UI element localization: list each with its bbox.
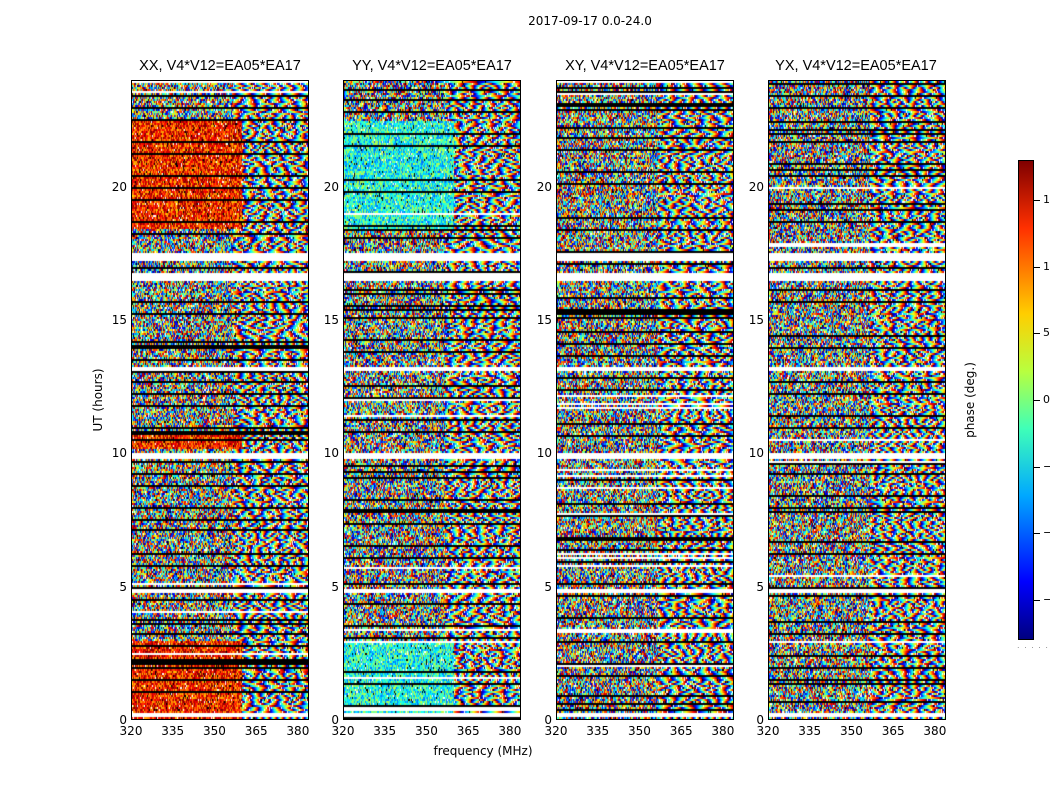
panel-yy bbox=[343, 80, 521, 720]
x-tick-label: 350 bbox=[202, 724, 226, 738]
y-tick-label: 5 bbox=[544, 579, 552, 594]
y-tick-label: 10 bbox=[536, 446, 552, 461]
phase-heatmap-yx bbox=[769, 81, 945, 719]
x-tick-label: 335 bbox=[586, 724, 610, 738]
y-tick-label: 15 bbox=[748, 313, 764, 327]
phase-heatmap-xx bbox=[132, 81, 308, 719]
y-tick-label: 15 bbox=[536, 313, 552, 327]
panel-title-xy: XY, V4*V12=EA05*EA17 bbox=[565, 58, 725, 74]
colorbar-tick-label: −50 bbox=[1043, 459, 1050, 473]
x-tick-label: 320 bbox=[756, 724, 780, 738]
colorbar-label: phase (deg.) bbox=[963, 362, 977, 438]
panel-title-yy: YY, V4*V12=EA05*EA17 bbox=[352, 58, 512, 74]
x-tick-label: 350 bbox=[627, 724, 651, 738]
y-tick-label: 20 bbox=[748, 179, 764, 194]
x-axis-label: frequency (MHz) bbox=[433, 744, 533, 758]
colorbar-tick bbox=[1034, 400, 1040, 401]
y-tick-label: 5 bbox=[331, 579, 339, 594]
y-tick-label: 20 bbox=[536, 179, 552, 194]
y-tick-label: 15 bbox=[323, 313, 339, 327]
y-tick-label: 5 bbox=[119, 579, 127, 594]
colorbar-tick-label: −150 bbox=[1043, 593, 1050, 606]
panel-xy bbox=[556, 80, 734, 720]
x-tick-label: 335 bbox=[161, 724, 185, 738]
panel-yx bbox=[768, 80, 946, 720]
colorbar-tick-label: 0 bbox=[1043, 393, 1050, 406]
x-tick-label: 335 bbox=[373, 724, 397, 738]
y-tick-label: 5 bbox=[756, 579, 764, 594]
colorbar-tick bbox=[1034, 466, 1040, 468]
colorbar-tick-label: 100 bbox=[1043, 259, 1050, 273]
y-axis-label: UT (hours) bbox=[91, 368, 105, 432]
x-tick-label: 365 bbox=[881, 724, 905, 738]
colorbar-tick bbox=[1034, 200, 1040, 201]
y-tick-label: 20 bbox=[111, 179, 127, 194]
y-tick-label: 10 bbox=[111, 446, 127, 461]
x-tick-label: 365 bbox=[456, 724, 480, 738]
colorbar-tick-label: 50 bbox=[1043, 326, 1050, 340]
x-tick-label: 380 bbox=[711, 724, 735, 738]
x-tick-label: 365 bbox=[244, 724, 268, 738]
colorbar-tick bbox=[1034, 600, 1040, 601]
y-tick-label: 0 bbox=[544, 713, 552, 727]
figure-title: 2017-09-17 0.0-24.0 bbox=[528, 14, 652, 28]
y-tick-label: 0 bbox=[756, 713, 764, 727]
colorbar bbox=[1018, 160, 1034, 640]
x-tick-label: 365 bbox=[669, 724, 693, 738]
panel-xx bbox=[131, 80, 309, 720]
colorbar-dots: . . . . . bbox=[1017, 641, 1049, 650]
y-tick-label: 0 bbox=[331, 713, 339, 727]
colorbar-tick bbox=[1034, 533, 1040, 535]
x-tick-label: 320 bbox=[331, 724, 355, 738]
panel-title-yx: YX, V4*V12=EA05*EA17 bbox=[775, 58, 937, 74]
panel-title-xx: XX, V4*V12=EA05*EA17 bbox=[139, 58, 301, 74]
colorbar-tick bbox=[1034, 333, 1040, 335]
phase-heatmap-yy bbox=[344, 81, 520, 719]
x-tick-label: 350 bbox=[414, 724, 438, 738]
y-tick-label: 15 bbox=[111, 313, 127, 327]
x-tick-label: 320 bbox=[119, 724, 143, 738]
x-tick-label: 335 bbox=[798, 724, 822, 738]
y-tick-label: 10 bbox=[323, 446, 339, 461]
x-tick-label: 380 bbox=[923, 724, 947, 738]
x-tick-label: 320 bbox=[544, 724, 568, 738]
y-tick-label: 20 bbox=[323, 179, 339, 194]
y-tick-label: 10 bbox=[748, 446, 764, 461]
y-tick-label: 0 bbox=[119, 713, 127, 727]
colorbar-tick-label: −100 bbox=[1043, 526, 1050, 540]
colorbar-tick-label: 150 bbox=[1043, 193, 1050, 206]
x-tick-label: 350 bbox=[839, 724, 863, 738]
x-tick-label: 380 bbox=[286, 724, 310, 738]
phase-heatmap-xy bbox=[557, 81, 733, 719]
x-tick-label: 380 bbox=[498, 724, 522, 738]
colorbar-tick bbox=[1034, 266, 1040, 268]
